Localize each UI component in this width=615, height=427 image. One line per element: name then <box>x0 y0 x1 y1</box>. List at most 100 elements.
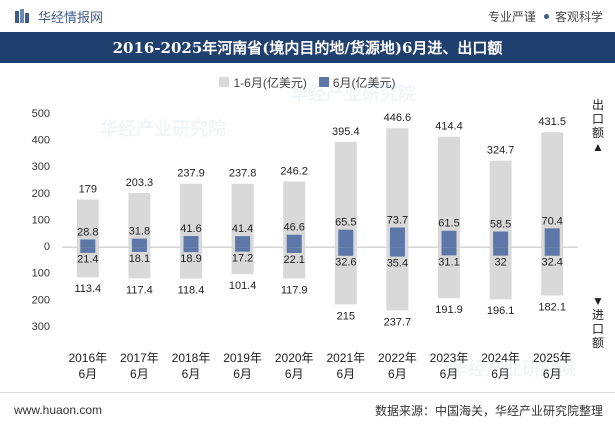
data-label-ytd-export: 446.6 <box>384 112 412 124</box>
footer-divider <box>0 392 615 393</box>
bar-month-import <box>441 247 457 256</box>
x-tick-label: 2018年 <box>172 351 211 365</box>
x-tick-label: 6月 <box>491 367 510 381</box>
data-label-month-import: 35.4 <box>387 257 408 269</box>
x-tick-label: 2024年 <box>481 351 520 365</box>
slogan-left: 专业严谨 <box>487 9 536 24</box>
x-tick-label: 2025年 <box>533 351 572 365</box>
watermark-3: 华经产业研究院 <box>450 359 576 379</box>
y-tick-label: 300 <box>32 321 50 333</box>
bar-ytd-export <box>283 181 306 248</box>
data-label-month-import: 22.1 <box>283 254 304 266</box>
data-label-ytd-import: 101.4 <box>229 280 257 292</box>
bar-ytd-import <box>231 247 254 275</box>
legend-item-ytd: 1-6月(亿美元) <box>219 74 307 91</box>
bar-ytd-export <box>386 128 409 248</box>
bar-month-export <box>389 227 405 248</box>
x-tick-label: 6月 <box>336 367 355 381</box>
x-tick-label: 2017年 <box>120 351 159 365</box>
bar-ytd-import <box>541 247 564 296</box>
footer: www.huaon.com 数据来源：中国海关，华经产业研究院整理 <box>0 393 615 427</box>
data-label-ytd-export: 246.2 <box>280 165 308 177</box>
bar-ytd-import <box>334 247 357 305</box>
brand: 华经情报网 <box>14 7 103 26</box>
data-label-month-import: 31.1 <box>438 256 459 268</box>
data-label-month-import: 21.4 <box>77 254 98 266</box>
x-tick-label: 6月 <box>78 367 97 381</box>
data-label-ytd-export: 395.4 <box>332 126 360 138</box>
data-label-ytd-import: 182.1 <box>538 302 566 314</box>
data-label-ytd-export: 414.4 <box>435 121 463 133</box>
y-tick-label: 200 <box>32 294 50 306</box>
bar-month-export <box>338 229 354 248</box>
bar-month-export <box>235 236 251 248</box>
data-label-month-import: 32.6 <box>335 257 356 269</box>
x-tick-label: 6月 <box>233 367 252 381</box>
brand-name: 华经情报网 <box>38 9 104 25</box>
bar-ytd-import <box>438 247 460 299</box>
bar-ytd-export <box>489 160 512 248</box>
chart-area: 500 400 300 200 100 0 100 200 300 179 113.4 28.8 21.… <box>32 108 578 381</box>
bar-month-export <box>441 230 457 248</box>
x-tick-label: 2016年 <box>68 351 107 365</box>
x-tick-label: 2021年 <box>326 351 365 365</box>
data-label-ytd-import: 196.1 <box>487 305 515 317</box>
data-label-ytd-export: 179 <box>79 183 97 195</box>
slogan-right: 客观科学 <box>554 9 603 24</box>
side-label-import: ▼进口额 <box>591 294 604 350</box>
x-tick-label: 2022年 <box>378 351 417 365</box>
data-label-month-export: 31.8 <box>129 226 150 238</box>
y-tick-label: 400 <box>32 135 50 147</box>
data-label-month-export: 65.5 <box>335 217 356 229</box>
bar-ytd-export <box>438 136 460 248</box>
data-label-ytd-import: 191.9 <box>435 304 463 316</box>
legend: 1-6月(亿美元) 6月(亿美元) <box>0 72 615 92</box>
brand-logo-icon <box>15 9 29 23</box>
bar-month-export <box>131 238 147 248</box>
data-label-ytd-export: 431.5 <box>538 116 566 128</box>
data-label-ytd-import: 117.9 <box>281 284 308 296</box>
bar-ytd-export <box>541 132 564 248</box>
slogan: 专业严谨 客观科学 <box>488 8 603 25</box>
bar-month-export <box>183 236 199 248</box>
bar-ytd-export <box>128 192 151 248</box>
data-label-ytd-import: 215 <box>337 310 355 322</box>
bar-ytd-import <box>180 247 202 279</box>
x-tick-label: 6月 <box>285 367 304 381</box>
y-tick-label: 200 <box>32 188 50 200</box>
bar-ytd-export <box>334 141 357 248</box>
data-label-ytd-import: 117.4 <box>126 284 153 296</box>
data-label-month-import: 18.1 <box>129 253 150 265</box>
data-label-month-export: 70.4 <box>541 215 562 227</box>
y-tick-label: 100 <box>32 214 50 226</box>
bar-month-export <box>493 231 509 248</box>
watermark-2: 华经产业研究院 <box>100 119 226 139</box>
bar-ytd-import <box>283 247 306 279</box>
x-tick-label: 6月 <box>440 367 459 381</box>
y-tick-label: 300 <box>32 161 50 173</box>
watermark-1: 华经产业研究院 <box>290 84 416 104</box>
data-label-month-import: 17.2 <box>232 253 253 265</box>
bar-ytd-export <box>76 199 99 248</box>
bar-month-export <box>80 239 96 248</box>
bar-ytd-import <box>489 247 512 300</box>
top-bar: 华经情报网 专业严谨 客观科学 <box>0 0 615 32</box>
data-label-ytd-import: 237.7 <box>384 316 412 328</box>
bar-month-import <box>80 247 96 253</box>
bar-month-export <box>544 228 560 248</box>
bar-month-export <box>286 234 302 248</box>
data-label-month-export: 61.5 <box>438 218 459 230</box>
y-tick-label: 500 <box>32 108 50 120</box>
y-tick-label: 0 <box>44 241 50 253</box>
bar-month-import <box>389 247 405 257</box>
data-label-month-export: 41.6 <box>180 223 201 235</box>
x-tick-label: 6月 <box>388 367 407 381</box>
bar-month-import <box>493 247 509 256</box>
bar-month-import <box>235 247 251 252</box>
legend-item-month: 6月(亿美元) <box>318 74 396 91</box>
bar-month-import <box>183 247 199 253</box>
bar-ytd-export <box>231 183 254 248</box>
x-tick-label: 6月 <box>130 367 149 381</box>
bar-ytd-import <box>128 247 151 279</box>
chart-title: 2016-2025年河南省(境内目的地/货源地)6月进、出口额 <box>0 32 615 63</box>
